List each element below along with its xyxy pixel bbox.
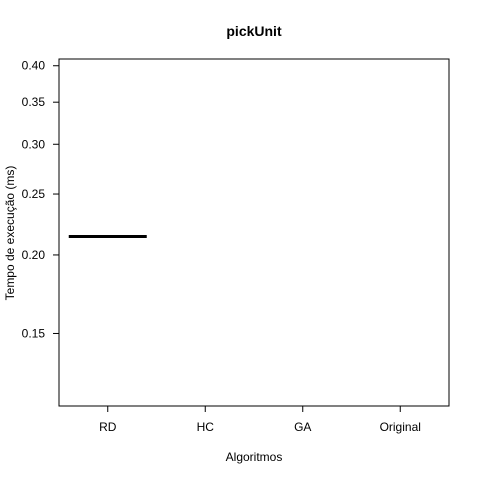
y-axis: 0.15 0.20 0.25 0.30 0.35 0.40 [22,59,59,340]
y-tick-label: 0.40 [22,59,46,73]
y-tick-label: 0.30 [22,137,46,151]
y-tick-label: 0.15 [22,326,46,340]
y-axis-label: Tempo de execução (ms) [3,166,17,301]
x-tick-label: Original [380,420,421,434]
chart-title: pickUnit [226,23,282,39]
x-tick-label: RD [99,420,117,434]
x-tick-label: HC [197,420,215,434]
plot-frame [58,58,450,407]
x-axis-label: Algoritmos [226,450,283,464]
y-tick-label: 0.35 [22,95,46,109]
x-axis: RD HC GA Original [99,406,421,434]
y-tick-label: 0.20 [22,248,46,262]
y-tick-label: 0.25 [22,187,46,201]
x-tick-label: GA [294,420,311,434]
